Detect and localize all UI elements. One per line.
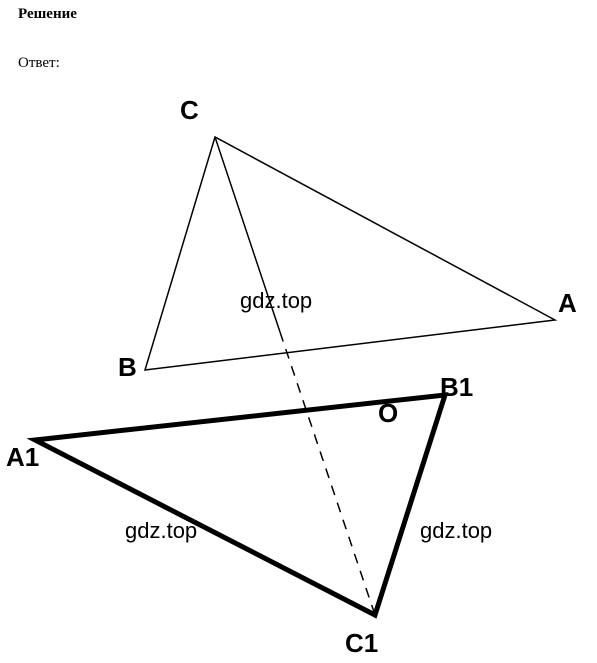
label-b1: B1 bbox=[440, 372, 473, 403]
label-b: B bbox=[118, 352, 137, 383]
watermark: gdz.top bbox=[125, 518, 197, 544]
label-o: O bbox=[378, 398, 398, 429]
triangle-abc bbox=[145, 137, 555, 370]
label-c1: C1 bbox=[345, 628, 378, 659]
label-a1: A1 bbox=[6, 442, 39, 473]
watermark: gdz.top bbox=[420, 518, 492, 544]
label-a: A bbox=[558, 288, 577, 319]
geometry-diagram bbox=[0, 0, 597, 663]
label-c: C bbox=[180, 95, 199, 126]
watermark: gdz.top bbox=[240, 288, 312, 314]
page: Решение Ответ: C A B B1 A1 C1 O gdz.top … bbox=[0, 0, 597, 663]
